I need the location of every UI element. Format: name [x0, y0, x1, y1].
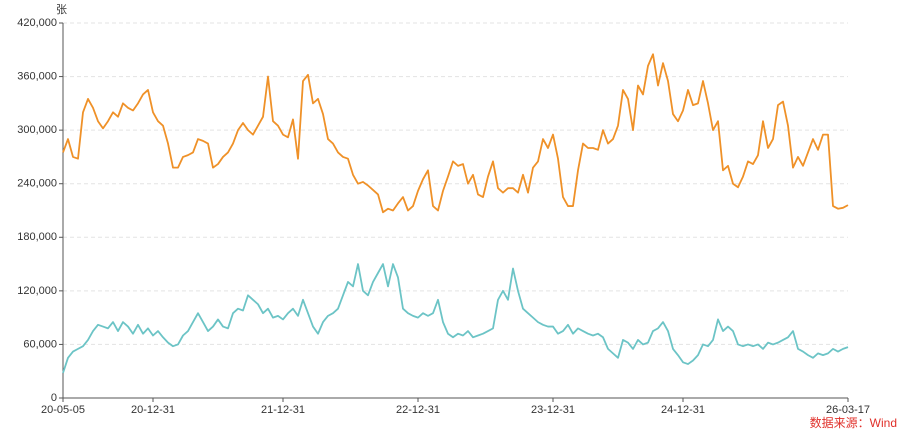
x-tick-label: 21-12-31 [261, 404, 305, 416]
x-tick-label: 22-12-31 [396, 404, 440, 416]
source-note: 数据来源：Wind [810, 415, 897, 430]
series-line [62, 263, 849, 374]
x-tick-label: 24-12-31 [661, 404, 705, 416]
x-tick-label: 26-03-17 [826, 404, 870, 416]
x-tick-label: 23-12-31 [531, 404, 575, 416]
y-tick-label: 60,000 [23, 338, 57, 350]
y-unit: 张 [56, 3, 67, 16]
y-tick-label: 420,000 [17, 17, 57, 29]
series-line [62, 53, 849, 214]
x-tick-label: 20-05-05 [41, 404, 85, 416]
y-tick-label: 180,000 [17, 231, 57, 243]
x-tick-label: 20-12-31 [131, 404, 175, 416]
y-tick-label: 360,000 [17, 70, 57, 82]
y-tick-label: 240,000 [17, 178, 57, 190]
y-tick-label: 0 [51, 392, 57, 404]
y-tick-label: 300,000 [17, 124, 57, 136]
y-tick-label: 120,000 [17, 285, 57, 297]
